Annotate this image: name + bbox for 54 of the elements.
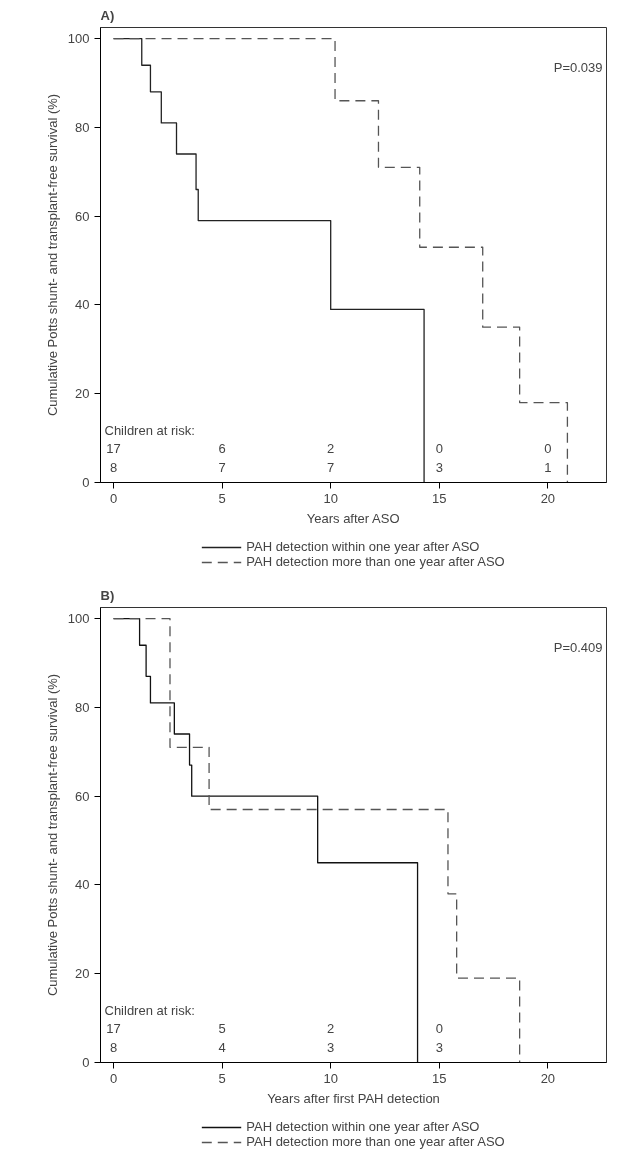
annotation: 8 — [109, 460, 118, 475]
annotation: 3 — [435, 1040, 443, 1055]
x-tick-label: 15 — [432, 1070, 447, 1086]
y-tick-label: 60 — [75, 788, 90, 804]
annotation: Children at risk: — [104, 1003, 195, 1018]
legend-label: PAH detection within one year after ASO — [246, 539, 480, 554]
y-tick-label: 40 — [75, 297, 90, 313]
annotation: 0 — [435, 441, 443, 456]
x-tick-label: 10 — [323, 490, 338, 506]
y-tick-label: 60 — [75, 208, 90, 224]
chart-title: B) — [100, 587, 115, 603]
annotation: 1 — [544, 460, 552, 475]
legend-label: PAH detection more than one year after ASO — [246, 554, 505, 569]
annotation: 6 — [218, 441, 226, 456]
y-tick-label: 80 — [75, 119, 90, 135]
x-axis-title: Years after first PAH detection — [267, 1090, 440, 1106]
annotation: 4 — [218, 1040, 226, 1055]
annotation: 7 — [327, 460, 335, 475]
x-tick-label: 5 — [218, 1070, 226, 1086]
annotation: 17 — [106, 1021, 121, 1036]
x-tick-label: 20 — [540, 490, 556, 506]
y-tick-label: 20 — [75, 966, 90, 982]
annotation: 5 — [218, 1021, 226, 1036]
x-tick-label: 20 — [540, 1070, 556, 1086]
y-tick-label: 0 — [82, 1055, 90, 1070]
annotation: 3 — [327, 1040, 335, 1055]
annotation: 0 — [544, 441, 552, 456]
x-tick-label: 0 — [109, 1070, 118, 1086]
y-axis-title: Cumulative Potts shunt- and transplant-free survival (%) — [44, 673, 60, 997]
annotation: 3 — [435, 460, 443, 475]
chart-title: A) — [100, 7, 115, 23]
x-tick-label: 0 — [109, 490, 118, 506]
annotation: 8 — [109, 1040, 118, 1055]
x-axis-title: Years after ASO — [306, 510, 400, 526]
y-tick-label: 100 — [67, 611, 90, 627]
y-axis-title: Cumulative Potts shunt- and transplant-free survival (%) — [44, 93, 60, 417]
annotation: 2 — [327, 441, 335, 456]
y-tick-label: 20 — [75, 386, 90, 402]
annotation: P=0.039 — [553, 60, 603, 75]
annotation: Children at risk: — [104, 423, 195, 438]
annotation: 0 — [435, 1021, 443, 1036]
annotation: P=0.409 — [553, 640, 603, 655]
annotation: 17 — [106, 441, 121, 456]
y-tick-label: 100 — [67, 31, 90, 47]
legend-label: PAH detection more than one year after ASO — [246, 1134, 505, 1149]
y-tick-label: 40 — [75, 877, 90, 893]
annotation: 2 — [327, 1021, 335, 1036]
legend-label: PAH detection within one year after ASO — [246, 1119, 480, 1134]
y-tick-label: 80 — [75, 699, 90, 715]
x-tick-label: 5 — [218, 490, 226, 506]
x-tick-label: 10 — [323, 1070, 338, 1086]
x-tick-label: 15 — [432, 490, 447, 506]
y-tick-label: 0 — [82, 475, 90, 490]
annotation: 7 — [218, 460, 226, 475]
